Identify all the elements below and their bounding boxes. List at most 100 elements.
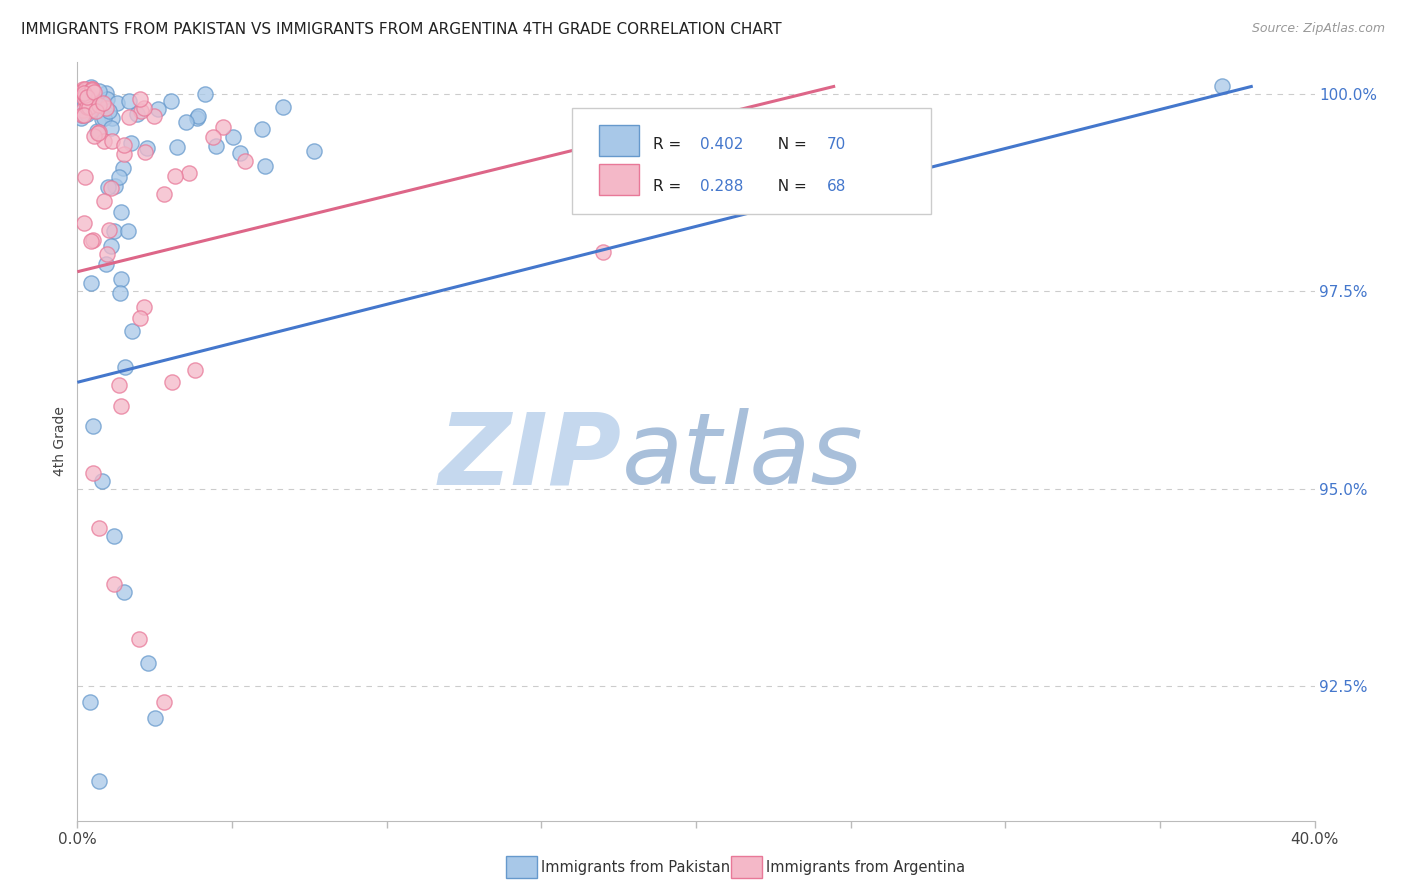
Point	[82, 82, 104, 96]
Point	[186, 111, 208, 125]
Point	[82, 83, 104, 97]
Point	[114, 360, 136, 375]
Point	[77, 104, 100, 119]
Point	[121, 324, 143, 338]
Text: 70: 70	[827, 137, 846, 153]
Point	[146, 102, 169, 116]
Point	[87, 97, 110, 112]
Point	[104, 179, 127, 194]
Point	[76, 90, 98, 104]
Text: ZIP: ZIP	[439, 409, 621, 505]
Point	[96, 179, 118, 194]
Text: R =: R =	[652, 137, 686, 153]
Point	[76, 107, 98, 121]
Point	[72, 86, 94, 100]
Point	[75, 169, 97, 184]
Point	[79, 103, 101, 117]
Point	[205, 138, 228, 153]
Point	[82, 85, 104, 99]
Point	[129, 311, 152, 326]
Point	[73, 87, 96, 102]
Point	[97, 104, 120, 119]
Point	[112, 584, 135, 599]
Point	[76, 87, 98, 101]
Point	[184, 363, 207, 377]
FancyBboxPatch shape	[599, 163, 640, 195]
Point	[117, 223, 139, 237]
Point	[120, 136, 142, 150]
Point	[80, 79, 103, 94]
Point	[83, 128, 105, 143]
Point	[143, 109, 166, 123]
Text: Source: ZipAtlas.com: Source: ZipAtlas.com	[1251, 22, 1385, 36]
Point	[100, 180, 122, 194]
Text: N =: N =	[768, 137, 811, 153]
Point	[87, 85, 110, 99]
Point	[72, 81, 94, 95]
Text: 68: 68	[827, 179, 846, 194]
Point	[110, 400, 132, 414]
Point	[110, 272, 132, 286]
Text: Immigrants from Pakistan: Immigrants from Pakistan	[541, 860, 731, 874]
Point	[69, 111, 91, 125]
Point	[132, 101, 155, 115]
Point	[118, 94, 141, 108]
Point	[128, 632, 150, 646]
Point	[77, 100, 100, 114]
Point	[159, 95, 181, 109]
Point	[79, 234, 101, 248]
Point	[212, 120, 235, 134]
Point	[96, 247, 118, 261]
Text: R =: R =	[652, 179, 686, 194]
Point	[108, 169, 131, 184]
Point	[138, 656, 160, 670]
Point	[94, 257, 117, 271]
Point	[73, 215, 96, 229]
Point	[76, 100, 98, 114]
Point	[87, 126, 110, 140]
Point	[82, 233, 104, 247]
Point	[72, 87, 94, 101]
Point	[110, 285, 132, 300]
Point	[86, 123, 108, 137]
Text: 0.288: 0.288	[700, 179, 742, 194]
Point	[73, 99, 96, 113]
Point	[252, 121, 274, 136]
Point	[103, 529, 125, 543]
Point	[75, 94, 97, 108]
Point	[128, 92, 150, 106]
Point	[90, 112, 112, 126]
Point	[91, 474, 114, 488]
Point	[112, 146, 135, 161]
Point	[83, 85, 105, 99]
Point	[100, 120, 122, 135]
Point	[143, 711, 166, 725]
Point	[1211, 79, 1233, 94]
Point	[125, 107, 148, 121]
Point	[174, 115, 197, 129]
Point	[79, 695, 101, 709]
Point	[136, 141, 159, 155]
Point	[84, 104, 107, 119]
Point	[87, 126, 110, 140]
Text: atlas: atlas	[621, 409, 863, 505]
Point	[70, 108, 93, 122]
Point	[93, 96, 115, 111]
Point	[69, 85, 91, 99]
Point	[96, 92, 118, 106]
Point	[105, 96, 128, 111]
Point	[73, 82, 96, 96]
Point	[112, 137, 135, 152]
Point	[222, 130, 245, 145]
Point	[103, 224, 125, 238]
Point	[76, 93, 98, 107]
Point	[101, 134, 124, 148]
Point	[80, 88, 103, 103]
Point	[79, 102, 101, 116]
Point	[70, 108, 93, 122]
Point	[93, 111, 115, 125]
Point	[76, 94, 98, 108]
Point	[107, 377, 129, 392]
FancyBboxPatch shape	[572, 108, 931, 214]
Point	[187, 109, 209, 123]
